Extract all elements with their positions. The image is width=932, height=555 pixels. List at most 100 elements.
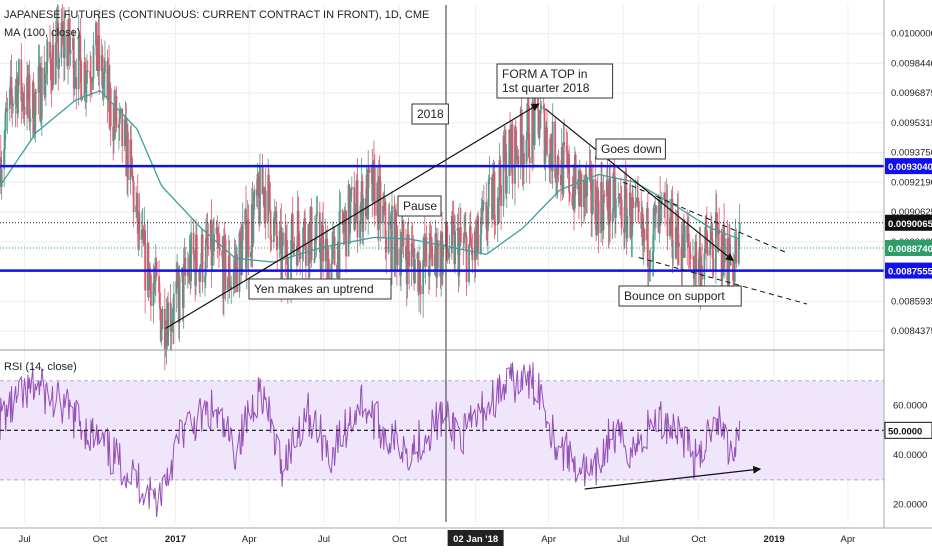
candle-body <box>563 142 566 146</box>
candle-body <box>95 22 98 71</box>
candle-body <box>681 254 684 271</box>
time-tick-label: 2017 <box>165 534 186 545</box>
price-badge-bg <box>885 240 932 257</box>
candle-body <box>543 108 546 164</box>
candle-body <box>75 77 78 90</box>
candle-body <box>259 166 261 224</box>
candle-body <box>45 61 48 74</box>
header: JAPANESE FUTURES (CONTINUOUS: CURRENT CO… <box>4 9 429 373</box>
horizontal-levels <box>0 164 884 272</box>
candle-body <box>8 88 11 109</box>
time-badge-label: 02 Jan '18 <box>453 534 498 545</box>
candle-body <box>184 257 187 276</box>
candle-body <box>677 210 680 243</box>
candle-body <box>446 249 449 254</box>
annotation-yen-uptrend-box <box>248 278 392 300</box>
candle-body <box>130 139 133 158</box>
candle-body <box>487 206 489 231</box>
candle-body <box>199 266 201 282</box>
candle-body <box>160 329 163 341</box>
candle-body <box>514 126 517 151</box>
candle-body <box>499 160 502 185</box>
candle-body <box>213 233 215 252</box>
candle-body <box>368 168 370 173</box>
candle-body <box>419 285 422 295</box>
price-tick-label: 0.0096875 <box>891 88 932 99</box>
price-tick-label: 0.0095315 <box>891 118 932 129</box>
candle-body <box>405 246 407 261</box>
candle-body <box>735 239 738 264</box>
candle-body <box>701 265 703 280</box>
candle-body <box>496 197 499 225</box>
candle-body <box>580 173 583 208</box>
candle-body <box>589 166 592 169</box>
candle-body <box>313 259 315 261</box>
candle-body <box>517 155 520 165</box>
candle-body <box>688 246 691 254</box>
candle-body <box>687 233 690 247</box>
candle-body <box>147 243 150 290</box>
candle-body <box>635 201 638 203</box>
candle-body <box>223 235 226 240</box>
candle-body <box>410 243 413 267</box>
candle-body <box>565 145 568 153</box>
candle-body <box>123 119 126 147</box>
candle-body <box>281 246 283 280</box>
candle-body <box>540 105 543 110</box>
candle-body <box>526 103 529 140</box>
candle-body <box>614 176 616 218</box>
candle-body <box>624 183 627 189</box>
candle-body <box>591 179 594 213</box>
candle-body <box>132 181 135 213</box>
candle-body <box>611 212 614 222</box>
candle-body <box>594 179 597 221</box>
downtrend-arrow <box>544 108 734 262</box>
annotation-bounce-box <box>618 285 742 307</box>
price-badge-label: 0.0088740 <box>888 244 932 255</box>
candle-body <box>482 202 485 204</box>
candle-body <box>715 212 718 224</box>
candle-body <box>458 240 461 277</box>
annotation-pause[interactable]: Pause <box>397 195 442 217</box>
candle-body <box>373 166 376 216</box>
candle-body <box>451 215 454 223</box>
annotation-form-top-text: 1st quarter 2018 <box>502 81 590 95</box>
candle-body <box>505 175 508 194</box>
candle-body <box>728 236 731 266</box>
candle-body <box>711 239 714 259</box>
annotation-goes-down-box <box>595 138 666 160</box>
candle-body <box>299 252 302 259</box>
rsi-legend: RSI (14, close) <box>4 361 77 373</box>
candle-body <box>131 176 134 182</box>
price-tick-label: 0.0098440 <box>891 58 932 69</box>
annotation-bounce[interactable]: Bounce on support <box>618 285 742 307</box>
candle-body <box>425 237 428 267</box>
candle-body <box>169 302 172 332</box>
candle-body <box>35 92 37 94</box>
candle-body <box>298 233 301 253</box>
candle-body <box>28 74 31 123</box>
candle-body <box>603 194 606 197</box>
annotation-2018[interactable]: 2018 <box>411 103 449 125</box>
annotation-yen-uptrend[interactable]: Yen makes an uptrend <box>248 278 392 300</box>
candle-body <box>614 198 617 218</box>
candle-body <box>39 62 42 121</box>
candle-body <box>619 196 622 200</box>
candle-body <box>359 220 361 238</box>
candle-body <box>485 202 488 228</box>
candle-body <box>523 153 525 164</box>
candle-body <box>155 261 158 277</box>
candle-body <box>613 172 616 177</box>
candle-body <box>86 70 88 84</box>
candle-body <box>703 253 706 280</box>
candle-body <box>479 234 482 253</box>
candle-body <box>400 254 402 276</box>
annotation-goes-down[interactable]: Goes down <box>595 138 666 160</box>
candle-body <box>379 180 382 224</box>
candle-body <box>44 83 47 95</box>
candle-body <box>90 78 92 83</box>
